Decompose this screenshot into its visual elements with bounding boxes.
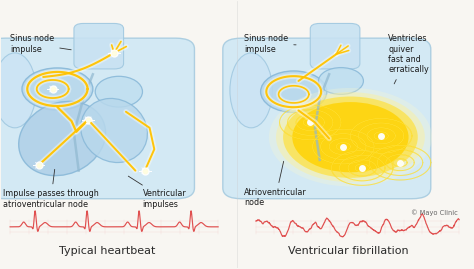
Text: Sinus node
impulse: Sinus node impulse — [244, 34, 296, 54]
Ellipse shape — [319, 68, 364, 94]
Ellipse shape — [269, 88, 432, 186]
Ellipse shape — [283, 97, 418, 178]
Text: Ventricular fibrillation: Ventricular fibrillation — [288, 246, 409, 256]
Text: © Mayo Clinic: © Mayo Clinic — [411, 210, 458, 216]
Ellipse shape — [230, 53, 273, 128]
Ellipse shape — [292, 102, 409, 172]
Ellipse shape — [0, 53, 36, 128]
FancyBboxPatch shape — [223, 38, 431, 199]
Text: Atrioventricular
node: Atrioventricular node — [244, 161, 307, 207]
Ellipse shape — [95, 76, 143, 107]
Ellipse shape — [22, 68, 93, 110]
Text: Typical heartbeat: Typical heartbeat — [59, 246, 155, 256]
FancyBboxPatch shape — [310, 23, 360, 69]
FancyBboxPatch shape — [74, 23, 124, 69]
Ellipse shape — [261, 71, 327, 112]
Text: Impulse passes through
atrioventricular node: Impulse passes through atrioventricular … — [3, 169, 99, 209]
Ellipse shape — [276, 92, 425, 182]
FancyBboxPatch shape — [0, 38, 194, 199]
Text: Sinus node
impulse: Sinus node impulse — [10, 34, 71, 54]
Text: Ventricles
quiver
fast and
erratically: Ventricles quiver fast and erratically — [388, 34, 429, 84]
Ellipse shape — [81, 98, 147, 162]
Text: Ventricular
impulses: Ventricular impulses — [128, 176, 186, 209]
Ellipse shape — [18, 101, 106, 176]
